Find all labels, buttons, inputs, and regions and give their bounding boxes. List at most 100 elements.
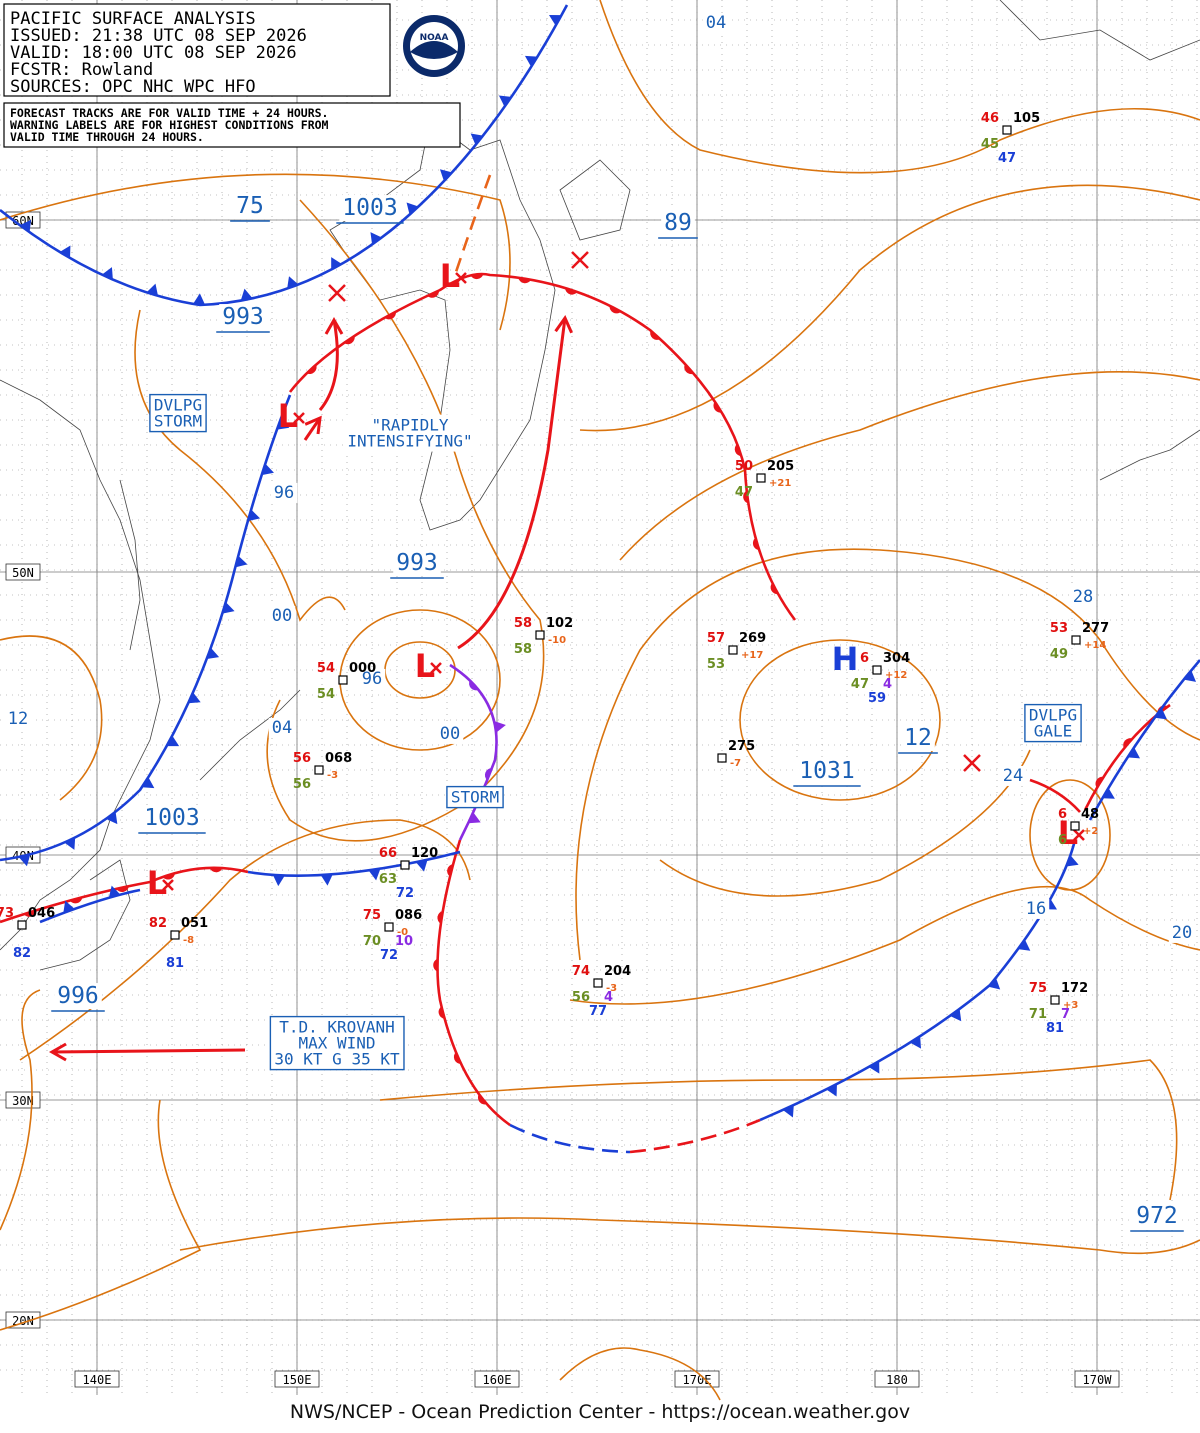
header-line: VALID: 18:00 UTC 08 SEP 2026 [10, 43, 297, 63]
warm-front-barb [69, 897, 83, 904]
cold-front-barb [1066, 855, 1079, 867]
warm-front-barb [477, 1094, 487, 1105]
station-d: 70 [363, 934, 381, 949]
station-d: 49 [1050, 647, 1068, 662]
cold-front-barb [63, 900, 75, 913]
front [0, 866, 249, 924]
front [0, 394, 292, 862]
cold-front-barb [276, 418, 290, 430]
ship-observation [717, 753, 727, 763]
cold-front-barb [146, 283, 159, 296]
isobar-label-bg [436, 723, 464, 744]
cold-front-barb [1102, 787, 1115, 799]
warm-front-barb [438, 1006, 445, 1019]
warm-front-barb [427, 290, 440, 298]
station-t: 75 [1029, 981, 1047, 996]
warning-text: T.D. KROVANH [279, 1018, 395, 1037]
cold-front-barb [64, 837, 76, 850]
isobar [19, 819, 471, 1061]
noaa-logo: NOAA [401, 13, 467, 79]
warm-front-barb [518, 277, 532, 284]
cold-front-barb [548, 14, 562, 26]
low-center-x [293, 412, 305, 424]
cold-front-barb [468, 812, 481, 824]
station-t: 54 [317, 661, 335, 676]
isobar-label-bg [54, 983, 102, 1010]
isobar-label: 04 [272, 718, 292, 738]
forecast-track [457, 317, 567, 650]
cold-front-barb [949, 1008, 962, 1022]
station-p: 000 [349, 661, 376, 676]
isobar [0, 1099, 202, 1331]
warning-label: STORM [446, 785, 504, 809]
lon-label: 160E [483, 1373, 512, 1387]
lat-label-box [5, 1311, 41, 1329]
ship-observation [728, 645, 738, 655]
track-arrowhead [554, 314, 573, 334]
station-v: 4 [883, 677, 892, 692]
isobar-label-bg [1133, 1203, 1181, 1230]
station-t: 46 [981, 111, 999, 126]
station-d: 45 [981, 137, 999, 152]
station-t: 6 [1058, 807, 1067, 822]
isobar-label-bg [268, 605, 296, 626]
isobar-label: 96 [274, 483, 294, 503]
forecast-position [963, 754, 981, 772]
isobar-label-bg [141, 805, 203, 832]
station-n: -3 [606, 983, 617, 994]
station-w: 77 [589, 1004, 607, 1019]
isobar-label-bg [393, 550, 441, 577]
station-d: 47 [851, 677, 869, 692]
station-v: 4 [604, 990, 613, 1005]
cold-front-barb [1017, 939, 1031, 951]
isobar [659, 749, 1031, 897]
low-center: L [278, 397, 298, 435]
overlay: 04 75 1003 89 993 96 993 00 96 04 00 12 1003 996 28 12 1… [0, 12, 1196, 1232]
cold-front-barb [141, 777, 155, 789]
warm-front-barb [306, 364, 317, 375]
isobar-label-bg [1022, 898, 1050, 919]
cold-front-barb [494, 720, 506, 733]
isobar [599, 0, 1200, 174]
cold-front-barb [368, 868, 381, 881]
low-center-x [430, 662, 442, 674]
forecast-track [318, 319, 339, 411]
coastlines [0, 0, 1200, 971]
warm-front-barb [684, 363, 694, 375]
isobar [0, 635, 103, 801]
front [39, 888, 141, 924]
isobar-label-bg [1168, 922, 1196, 943]
cold-front-barb [222, 602, 235, 614]
ship-observation [535, 630, 545, 640]
isobar-label-bg [796, 758, 858, 785]
warm-front-barb [162, 873, 176, 880]
isobar-label-bg [270, 482, 298, 503]
station-n: -3 [327, 770, 338, 781]
cold-front-barb [439, 169, 453, 182]
station-p: 051 [181, 916, 208, 931]
forecast-position [571, 251, 589, 269]
lon-label-box [474, 1370, 520, 1388]
station-p: 204 [604, 964, 631, 979]
low-center: L [147, 864, 167, 902]
warm-front-barb [770, 582, 779, 595]
station-w: 72 [396, 886, 414, 901]
station-v: 7 [1061, 1007, 1070, 1022]
warning-text: 30 KT G 35 KT [274, 1050, 400, 1069]
low-center: L [415, 647, 435, 685]
cold-front-barb [193, 293, 206, 305]
cold-front-barb [1183, 670, 1197, 682]
ship-observation [1050, 995, 1060, 1005]
front-dashed [509, 1123, 631, 1154]
station-w: 81 [1046, 1021, 1064, 1036]
front [759, 839, 1077, 1122]
isobar [579, 184, 1200, 432]
station-p: 068 [325, 751, 352, 766]
warning-box [1024, 703, 1082, 743]
cold-front-barb [105, 811, 118, 825]
isobar-label: 1031 [799, 758, 854, 784]
sakhalin-coast [119, 479, 141, 651]
front [247, 850, 461, 877]
warm-front-barb [1123, 738, 1133, 749]
